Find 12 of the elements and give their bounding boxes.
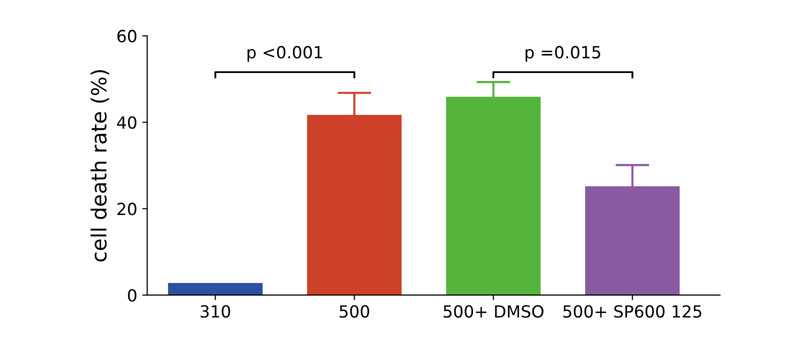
x-tick-label: 500+ DMSO — [444, 305, 544, 318]
x-tick-label: 500+ SP600 125 — [563, 305, 702, 318]
x-tick-label: 500 — [340, 305, 370, 318]
y-tick-label: 60 — [117, 30, 136, 42]
y-tick-label: 0 — [128, 289, 136, 302]
bar — [168, 283, 263, 296]
y-axis-title: cell death rate (%) — [90, 70, 110, 262]
annotation: p <0.001 — [248, 46, 322, 62]
y-tick-label: 20 — [117, 202, 136, 216]
annotation: p =0.015 — [526, 46, 600, 62]
x-tick-label: 310 — [200, 305, 230, 318]
y-tick-label: 40 — [117, 116, 136, 129]
